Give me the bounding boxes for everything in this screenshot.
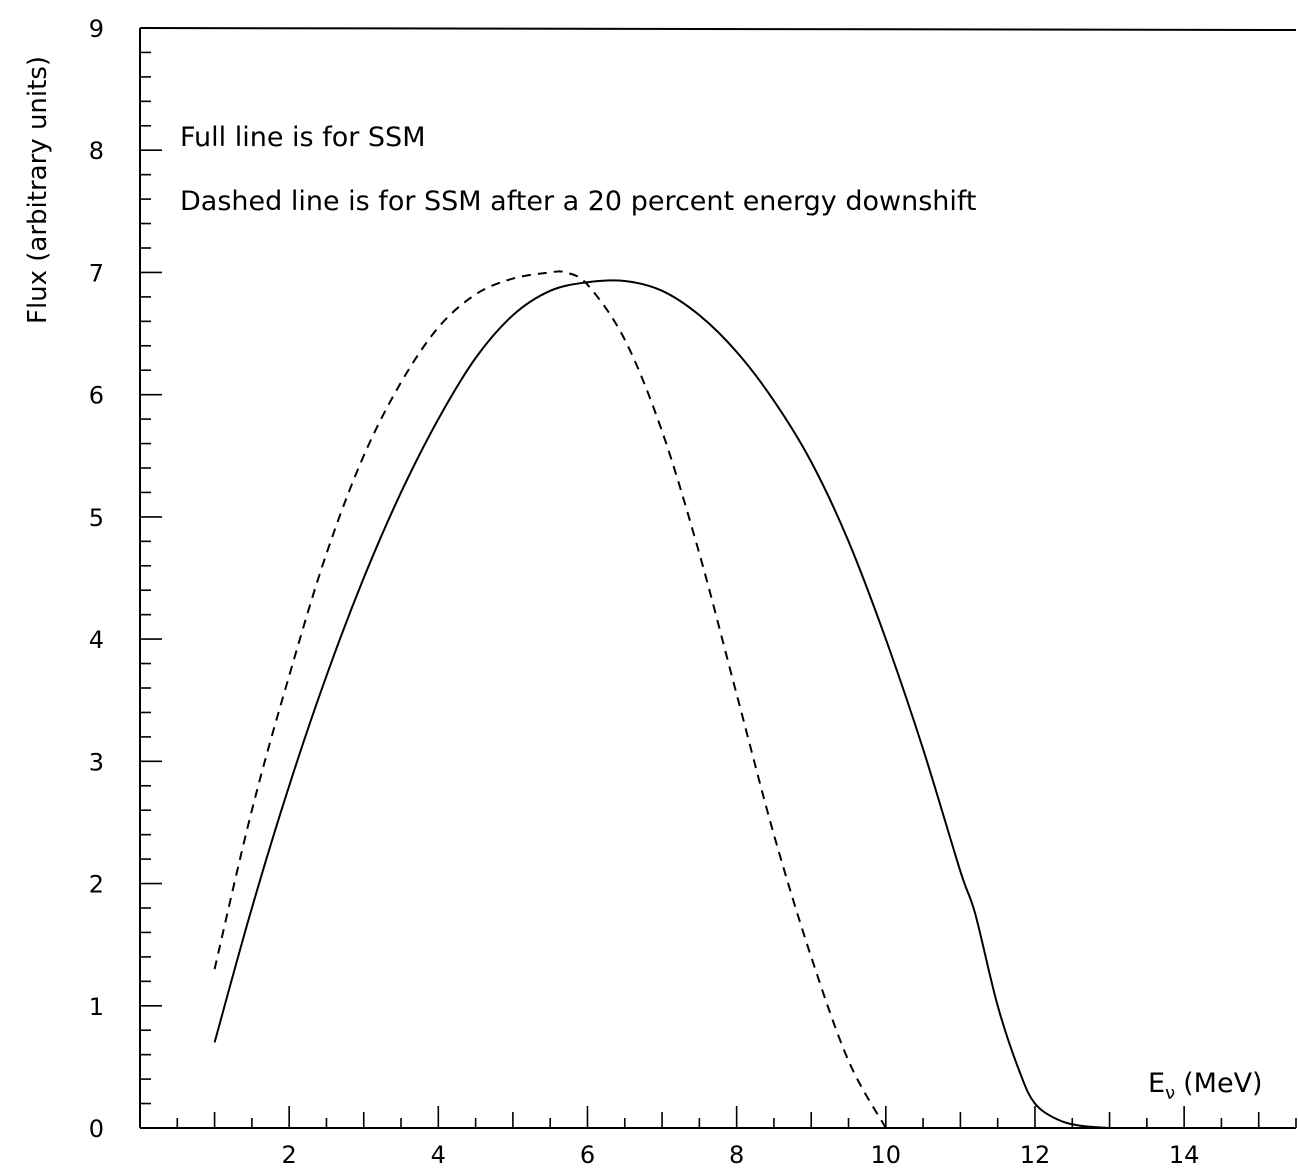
x-axis-label-unit: (MeV): [1183, 1068, 1262, 1099]
series-line-dashed: [213, 270, 887, 1129]
y-tick-label: 0: [89, 1115, 104, 1143]
y-tick-label: 9: [89, 15, 104, 43]
y-tick-label: 3: [89, 748, 104, 776]
x-axis-ticks: [139, 1106, 1297, 1128]
top-axis-line: [139, 27, 1297, 31]
y-tick-label: 5: [89, 504, 104, 532]
x-axis-tick-labels: 2 4 6 8 10 12 14: [282, 1141, 1200, 1169]
y-tick-label: 1: [89, 993, 104, 1021]
series-group: [213, 270, 1110, 1129]
y-tick-label: 4: [89, 626, 104, 654]
y-axis-ticks: [140, 27, 162, 1129]
x-axis-label: Eν (MeV): [1148, 1068, 1263, 1104]
y-axis-tick-labels: 0 1 2 3 4 5 6 7 8 9: [89, 15, 104, 1143]
annotation-dashed-line: Dashed line is for SSM after a 20 percen…: [180, 186, 977, 217]
y-tick-label: 6: [89, 382, 104, 410]
x-tick-label: 2: [282, 1141, 297, 1169]
y-tick-label: 2: [89, 871, 104, 899]
x-tick-label: 6: [580, 1141, 595, 1169]
annotation-full-line: Full line is for SSM: [180, 122, 426, 153]
y-axis-label: Flux (arbitrary units): [23, 56, 53, 324]
x-axis-label-subscript: ν: [1165, 1083, 1175, 1104]
x-tick-label: 4: [431, 1141, 446, 1169]
x-tick-label: 10: [871, 1141, 902, 1169]
x-tick-label: 8: [729, 1141, 744, 1169]
series-line-solid: [213, 279, 1110, 1129]
x-tick-label: 12: [1020, 1141, 1051, 1169]
y-tick-label: 8: [89, 137, 104, 165]
y-tick-label: 7: [89, 259, 104, 287]
x-tick-label: 14: [1169, 1141, 1200, 1169]
x-axis-label-symbol: E: [1148, 1068, 1165, 1099]
